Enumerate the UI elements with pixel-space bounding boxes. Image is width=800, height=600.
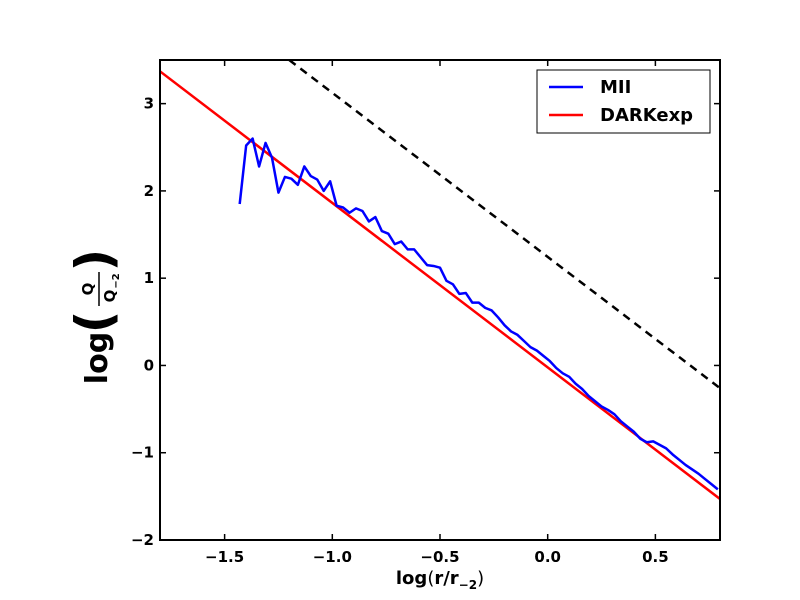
y-axis-label-denominator-subscript: −2 [111, 273, 122, 288]
y-axis-label-base: log [80, 332, 115, 384]
legend: MII DARKexp [536, 69, 711, 134]
legend-box [536, 69, 711, 134]
x-tick-label: −1.5 [205, 548, 244, 566]
y-axis-label-close-paren: ) [65, 249, 123, 272]
series-line-reference-dashed [288, 60, 720, 390]
x-axis-label: log(r/r−2) [396, 568, 484, 592]
series-layer [160, 60, 720, 500]
y-axis-label-denominator: Q [101, 290, 119, 303]
x-axis-label-base: log [396, 568, 427, 589]
y-tick-label: 2 [144, 182, 154, 200]
y-axis-label: log ( Q Q −2 ) [65, 249, 123, 385]
y-tick-label: 3 [144, 95, 154, 113]
y-axis-label-open-paren: ( [65, 311, 123, 334]
x-axis-label-open-paren: ( [427, 568, 434, 589]
y-tick-label: −1 [131, 444, 154, 462]
x-tick-label: 0.0 [534, 548, 561, 566]
x-axis-label-close-paren: ) [477, 568, 484, 589]
legend-label-darkexp: DARKexp [600, 105, 693, 126]
x-tick-label: −0.5 [420, 548, 459, 566]
series-line-mii [238, 137, 719, 491]
x-axis-label-subscript: −2 [459, 578, 477, 592]
y-tick-label: −2 [131, 531, 154, 549]
y-tick-label: 0 [144, 356, 154, 374]
legend-label-mii: MII [600, 77, 631, 98]
y-tick-label: 1 [144, 269, 154, 287]
x-tick-label: 0.5 [642, 548, 669, 566]
x-tick-label: −1.0 [313, 548, 352, 566]
tick-layer: −1.5 −1.0 −0.5 0.0 0.5 −2 −1 0 1 2 3 [131, 60, 720, 566]
x-axis-label-main: r/r [434, 568, 458, 589]
y-axis-label-numerator: Q [79, 283, 97, 296]
